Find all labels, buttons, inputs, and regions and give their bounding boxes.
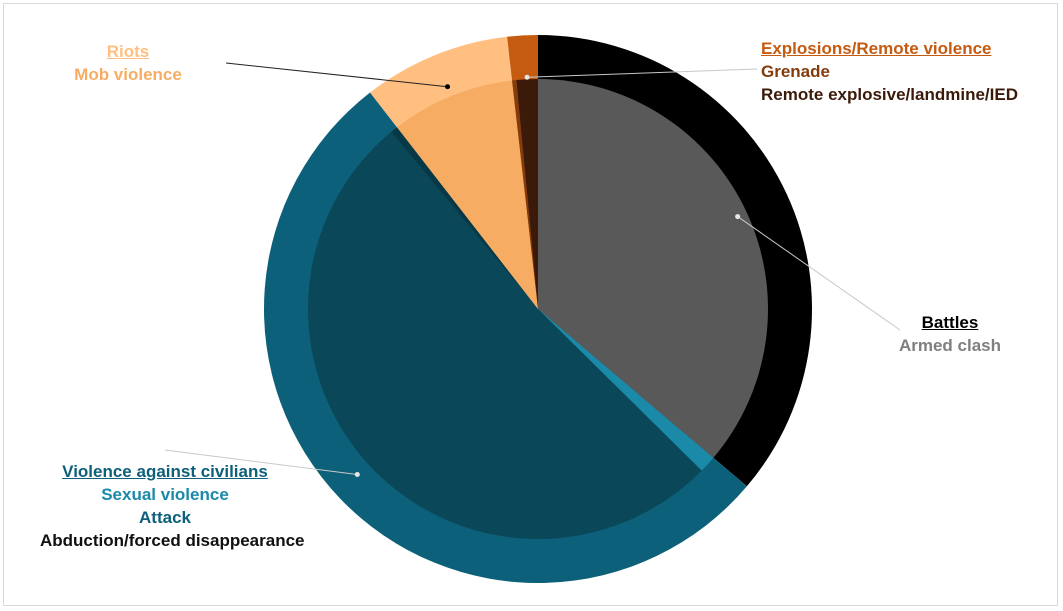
label-attack: Attack <box>139 508 191 527</box>
leader-riots <box>225 62 448 88</box>
inner-pie <box>308 79 768 539</box>
slice-inner-grenade <box>512 80 538 310</box>
leader-vac <box>164 449 358 475</box>
leader-explosions <box>527 68 758 78</box>
label-battles: Battles Armed clash <box>880 311 1020 357</box>
leader-battles <box>737 216 901 331</box>
label-sexual-violence: Sexual violence <box>101 485 229 504</box>
slice-inner-remote-explosive-landmine-ied <box>516 79 538 309</box>
leader-vac-dot <box>354 471 360 477</box>
label-vac-category: Violence against civilians <box>62 462 268 481</box>
leader-explosions-dot <box>524 74 530 80</box>
slice-inner-sexual-violence <box>538 309 714 471</box>
slice-inner-mob-violence <box>397 80 538 309</box>
label-riots-category: Riots <box>106 42 150 61</box>
leader-battles-dot <box>735 214 741 220</box>
leader-lines <box>164 62 901 477</box>
label-riots: Riots Mob violence <box>66 40 190 86</box>
label-armed-clash: Armed clash <box>898 336 1002 355</box>
label-explosions-category: Explosions/Remote violence <box>761 39 992 58</box>
label-mob-violence: Mob violence <box>74 65 182 84</box>
slice-inner-armed-clash <box>538 79 768 458</box>
label-vac: Violence against civilians Sexual violen… <box>40 460 305 552</box>
leader-riots-dot <box>445 84 451 90</box>
label-abduction: Abduction/forced disappearance <box>40 531 305 550</box>
label-remote-explosive: Remote explosive/landmine/IED <box>761 85 1018 104</box>
slice-inner-attack <box>308 131 702 539</box>
slice-inner-abduction-forced-disappearance <box>391 127 538 309</box>
label-battles-category: Battles <box>921 313 979 332</box>
label-grenade: Grenade <box>761 62 830 81</box>
label-explosions: Explosions/Remote violence Grenade Remot… <box>761 37 1018 106</box>
